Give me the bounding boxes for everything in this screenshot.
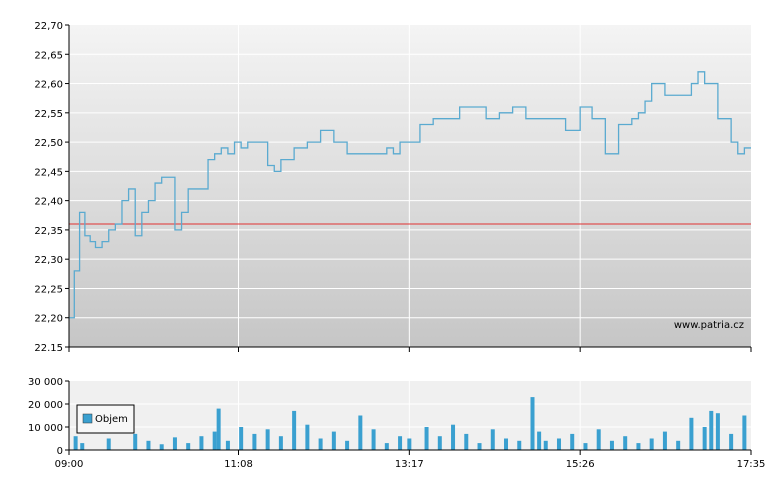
volume-bar (331, 431, 336, 450)
volume-bar (742, 415, 747, 450)
volume-bar (490, 429, 495, 450)
volume-y-axis: 30 000 20 000 10 000 0 (28, 377, 69, 457)
volume-bar (358, 415, 363, 450)
volume-bar (384, 443, 389, 450)
volume-bar (649, 438, 654, 450)
volume-bar (159, 444, 164, 450)
volume-bar (570, 433, 575, 450)
price-y-tick-label: 22,25 (34, 284, 63, 295)
price-y-tick-label: 22,20 (34, 314, 63, 325)
volume-bar (464, 433, 469, 450)
legend-label: Objem (95, 414, 128, 425)
volume-bar (556, 438, 561, 450)
volume-bar (398, 436, 403, 450)
volume-bar (662, 431, 667, 450)
volume-bar (292, 410, 297, 450)
x-tick-label: 09:00 (55, 459, 84, 470)
volume-bar (212, 431, 217, 450)
volume-bar (609, 440, 614, 450)
x-tick-label: 17:35 (737, 459, 766, 470)
volume-bar (537, 431, 542, 450)
price-y-tick-label: 22,50 (34, 138, 63, 149)
volume-y-tick-label: 10 000 (28, 423, 63, 434)
volume-bar (623, 436, 628, 450)
volume-bar (199, 436, 204, 450)
price-series-line (69, 71, 751, 319)
price-y-tick-label: 22,45 (34, 167, 63, 178)
price-y-tick-label: 22,65 (34, 50, 63, 61)
price-y-tick-label: 22,70 (34, 21, 63, 32)
x-tick-label: 15:26 (566, 459, 595, 470)
volume-bar (530, 397, 535, 450)
price-y-tick-label: 22,30 (34, 255, 63, 266)
volume-bar (239, 427, 244, 450)
volume-bar (709, 410, 714, 450)
price-y-tick-label: 22,60 (34, 80, 63, 91)
volume-bar (73, 436, 78, 450)
price-y-tick-label: 22,40 (34, 197, 63, 208)
volume-bar (636, 443, 641, 450)
volume-bar (676, 440, 681, 450)
volume-y-tick-label: 20 000 (28, 400, 63, 411)
volume-bar (477, 443, 482, 450)
volume-bar (318, 438, 323, 450)
price-plot-background (69, 25, 751, 347)
volume-bar (689, 417, 694, 450)
volume-bar (186, 443, 191, 450)
volume-bar (596, 429, 601, 450)
volume-bar (517, 440, 522, 450)
volume-bar (172, 437, 177, 450)
volume-bar (729, 433, 734, 450)
volume-bar (543, 440, 548, 450)
volume-bar (80, 443, 85, 450)
volume-bar (305, 424, 310, 450)
volume-bar (278, 436, 283, 450)
volume-bar (106, 438, 111, 450)
price-y-tick-label: 22,55 (34, 109, 63, 120)
volume-bar (133, 433, 138, 450)
price-y-tick-label: 22.15 (34, 343, 63, 354)
volume-bar (715, 413, 720, 450)
volume-bar (504, 438, 509, 450)
volume-bar (451, 424, 456, 450)
volume-bar (225, 440, 230, 450)
volume-bar (252, 433, 257, 450)
volume-bar (437, 436, 442, 450)
x-tick-label: 11:08 (224, 459, 253, 470)
volume-bar (407, 438, 412, 450)
volume-x-axis: 09:00 11:08 13:17 15:26 17:35 (55, 450, 766, 470)
watermark-text: www.patria.cz (674, 320, 744, 331)
volume-bar (265, 429, 270, 450)
price-y-axis: 22,70 22,65 22,60 22,55 22,50 22,45 22,40 22,35… (34, 21, 69, 354)
x-tick-label: 13:17 (395, 459, 424, 470)
volume-bar (216, 408, 221, 450)
volume-bar (583, 443, 588, 450)
volume-bar (702, 427, 707, 450)
legend-swatch (82, 413, 93, 424)
volume-bar (345, 440, 350, 450)
volume-bar (146, 440, 151, 450)
volume-legend: Objem (76, 404, 135, 434)
volume-bars (73, 397, 747, 450)
price-grid (69, 25, 751, 347)
price-x-axis (68, 347, 752, 352)
volume-y-tick-label: 30 000 (28, 377, 63, 388)
volume-y-tick-label: 0 (57, 446, 63, 457)
volume-bar (371, 429, 376, 450)
price-y-tick-label: 22,35 (34, 226, 63, 237)
volume-bar (424, 427, 429, 450)
